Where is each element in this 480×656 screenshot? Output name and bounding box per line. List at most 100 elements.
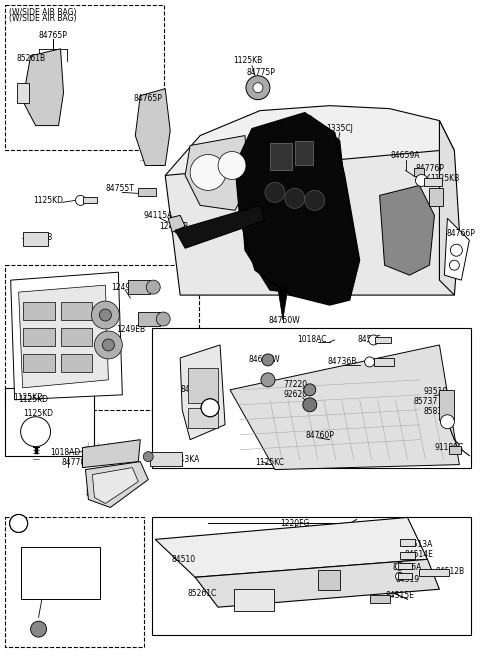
Bar	[188, 368, 218, 403]
Polygon shape	[439, 121, 459, 295]
Text: 84510: 84510	[171, 555, 195, 564]
Text: 1249EB: 1249EB	[116, 325, 145, 335]
Text: 97430A: 97430A	[56, 325, 85, 335]
Circle shape	[441, 415, 455, 429]
Text: 85737: 85737	[50, 369, 75, 377]
Text: 85839: 85839	[50, 358, 74, 367]
Bar	[23, 354, 55, 372]
Circle shape	[156, 312, 170, 326]
Circle shape	[262, 354, 274, 366]
Bar	[5, 5, 164, 150]
Bar	[439, 390, 455, 420]
Bar	[152, 328, 471, 468]
Polygon shape	[380, 186, 434, 275]
Text: 84512B: 84512B	[436, 567, 465, 576]
Circle shape	[265, 182, 285, 202]
Polygon shape	[11, 272, 122, 400]
Bar	[60, 302, 93, 320]
Polygon shape	[235, 113, 360, 305]
Circle shape	[75, 195, 85, 205]
Bar	[5, 518, 144, 647]
Bar	[270, 142, 292, 171]
Text: 77220: 77220	[284, 380, 308, 389]
Circle shape	[144, 451, 153, 462]
Text: 1220FG: 1220FG	[280, 519, 310, 528]
Text: 95110: 95110	[31, 590, 55, 600]
Circle shape	[190, 155, 226, 190]
Text: (W/SIDE AIR BAG): (W/SIDE AIR BAG)	[9, 9, 76, 18]
Circle shape	[261, 373, 275, 387]
Text: 84776P: 84776P	[415, 164, 444, 173]
Text: 94115A: 94115A	[144, 211, 173, 220]
Text: 84765P: 84765P	[38, 31, 67, 41]
Circle shape	[305, 190, 325, 211]
Text: 1125KD: 1125KD	[34, 196, 63, 205]
Bar	[397, 564, 411, 569]
Text: 84766P: 84766P	[447, 229, 476, 237]
Text: 84765P: 84765P	[134, 94, 163, 103]
Bar	[397, 573, 411, 579]
Circle shape	[218, 152, 246, 180]
Text: 84710B: 84710B	[24, 233, 53, 242]
Bar	[60, 354, 93, 372]
Circle shape	[303, 398, 317, 412]
Bar	[128, 280, 150, 294]
Text: 85261C: 85261C	[188, 588, 217, 598]
Circle shape	[201, 399, 219, 417]
Text: 1243KA: 1243KA	[170, 455, 200, 464]
Text: 1125KC: 1125KC	[255, 458, 285, 467]
Circle shape	[450, 244, 462, 256]
Circle shape	[10, 514, 28, 533]
Polygon shape	[93, 468, 138, 504]
Text: 1018AD: 1018AD	[50, 448, 81, 457]
Text: 1249EB: 1249EB	[160, 222, 189, 231]
Text: a: a	[16, 519, 21, 528]
Polygon shape	[23, 49, 63, 125]
Polygon shape	[19, 285, 108, 388]
Circle shape	[396, 562, 404, 570]
Bar	[138, 188, 156, 196]
Polygon shape	[240, 115, 350, 295]
Circle shape	[99, 309, 111, 321]
Text: 84513A: 84513A	[404, 540, 433, 549]
Bar	[370, 595, 390, 604]
Text: 84659A: 84659A	[391, 151, 420, 160]
Circle shape	[396, 572, 404, 581]
Text: a: a	[208, 403, 213, 412]
Bar	[449, 445, 461, 454]
Polygon shape	[165, 106, 455, 215]
Circle shape	[95, 331, 122, 359]
Polygon shape	[230, 345, 459, 470]
Bar	[318, 570, 340, 590]
Text: 84330: 84330	[180, 385, 204, 394]
Text: 97430C: 97430C	[81, 337, 110, 346]
Text: a: a	[16, 519, 21, 528]
Bar	[420, 569, 449, 576]
Text: 1018AC: 1018AC	[297, 335, 326, 344]
Text: 85839: 85839	[423, 407, 447, 417]
Text: 84545: 84545	[358, 335, 382, 344]
Bar	[234, 589, 274, 611]
Bar	[374, 337, 391, 343]
Polygon shape	[135, 89, 170, 165]
Text: 84760P: 84760P	[305, 431, 334, 440]
Polygon shape	[195, 560, 439, 607]
Polygon shape	[83, 440, 140, 468]
Bar	[23, 302, 55, 320]
Circle shape	[285, 188, 305, 209]
Bar	[152, 518, 471, 635]
Circle shape	[91, 301, 120, 329]
Bar	[84, 197, 97, 203]
Circle shape	[365, 357, 374, 367]
Polygon shape	[444, 218, 469, 280]
Text: 84514E: 84514E	[404, 550, 433, 559]
Bar	[150, 451, 182, 466]
Text: 85737: 85737	[413, 398, 438, 406]
Text: 84755T: 84755T	[106, 184, 135, 193]
Bar	[23, 328, 55, 346]
Text: (W/SIDE AIR BAG): (W/SIDE AIR BAG)	[9, 14, 76, 24]
Text: 1125KB: 1125KB	[233, 56, 263, 66]
Bar	[373, 358, 394, 366]
Polygon shape	[278, 288, 288, 320]
Circle shape	[102, 339, 114, 351]
